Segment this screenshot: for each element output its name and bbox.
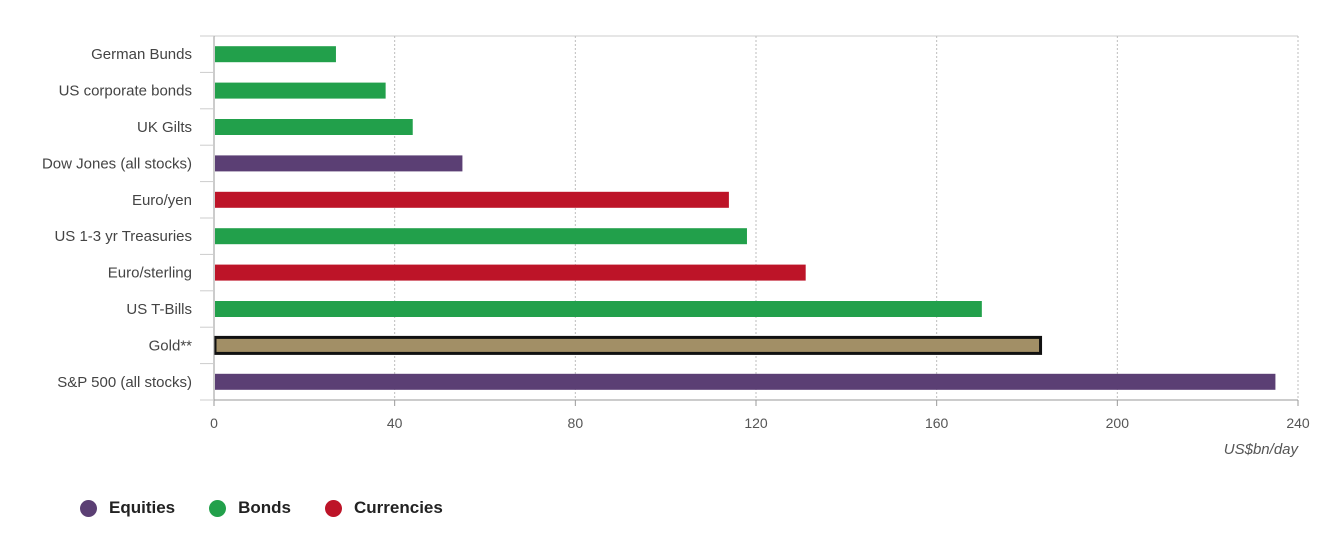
- bar-chart: 0 40 80 120 160 200 240 German Bunds US corporat…: [42, 35, 1310, 458]
- bar: [215, 373, 1276, 390]
- legend-label: Bonds: [238, 498, 292, 517]
- category-label: Euro/yen: [132, 192, 192, 209]
- x-tick-label: 80: [568, 415, 584, 431]
- category-label: US T-Bills: [126, 301, 192, 318]
- legend-swatch: [80, 499, 97, 517]
- bar-layer: [213, 46, 1276, 390]
- legend-label: Currencies: [354, 498, 443, 517]
- grid-layer: [214, 35, 1299, 400]
- bar: [213, 335, 1043, 355]
- legend: Equities Bonds Currencies: [80, 498, 477, 518]
- category-label: UK Gilts: [137, 119, 192, 136]
- category-label: Gold**: [149, 337, 193, 354]
- legend-item: Currencies: [325, 498, 443, 518]
- legend-item: Equities: [80, 498, 175, 518]
- category-label: Dow Jones (all stocks): [42, 155, 192, 172]
- x-tick-label: 200: [1106, 415, 1130, 431]
- x-tick-label: 240: [1286, 415, 1310, 431]
- x-tick-label: 160: [925, 415, 949, 431]
- x-tick-label: 0: [210, 415, 218, 431]
- bar: [215, 155, 463, 172]
- category-label: US corporate bonds: [59, 83, 192, 100]
- bar: [215, 119, 413, 135]
- x-axis-unit-label: US$bn/day: [1224, 441, 1300, 458]
- category-label: S&P 500 (all stocks): [57, 374, 192, 391]
- x-tick-label: 120: [744, 415, 768, 431]
- legend-label: Equities: [109, 498, 176, 517]
- bar: [215, 82, 386, 99]
- bar: [215, 301, 982, 317]
- bar: [215, 46, 336, 63]
- bar: [215, 191, 729, 208]
- bar: [215, 264, 806, 281]
- legend-item: Bonds: [209, 498, 291, 518]
- x-tick-label: 40: [387, 415, 403, 431]
- legend-swatch: [325, 499, 343, 517]
- legend-swatch: [209, 499, 227, 517]
- category-label: US 1-3 yr Treasuries: [54, 228, 192, 245]
- axis-layer: 0 40 80 120 160 200 240 German Bunds US corporat…: [42, 35, 1310, 431]
- bar: [215, 228, 747, 245]
- category-label: German Bunds: [91, 46, 192, 63]
- category-label: Euro/sterling: [108, 265, 192, 282]
